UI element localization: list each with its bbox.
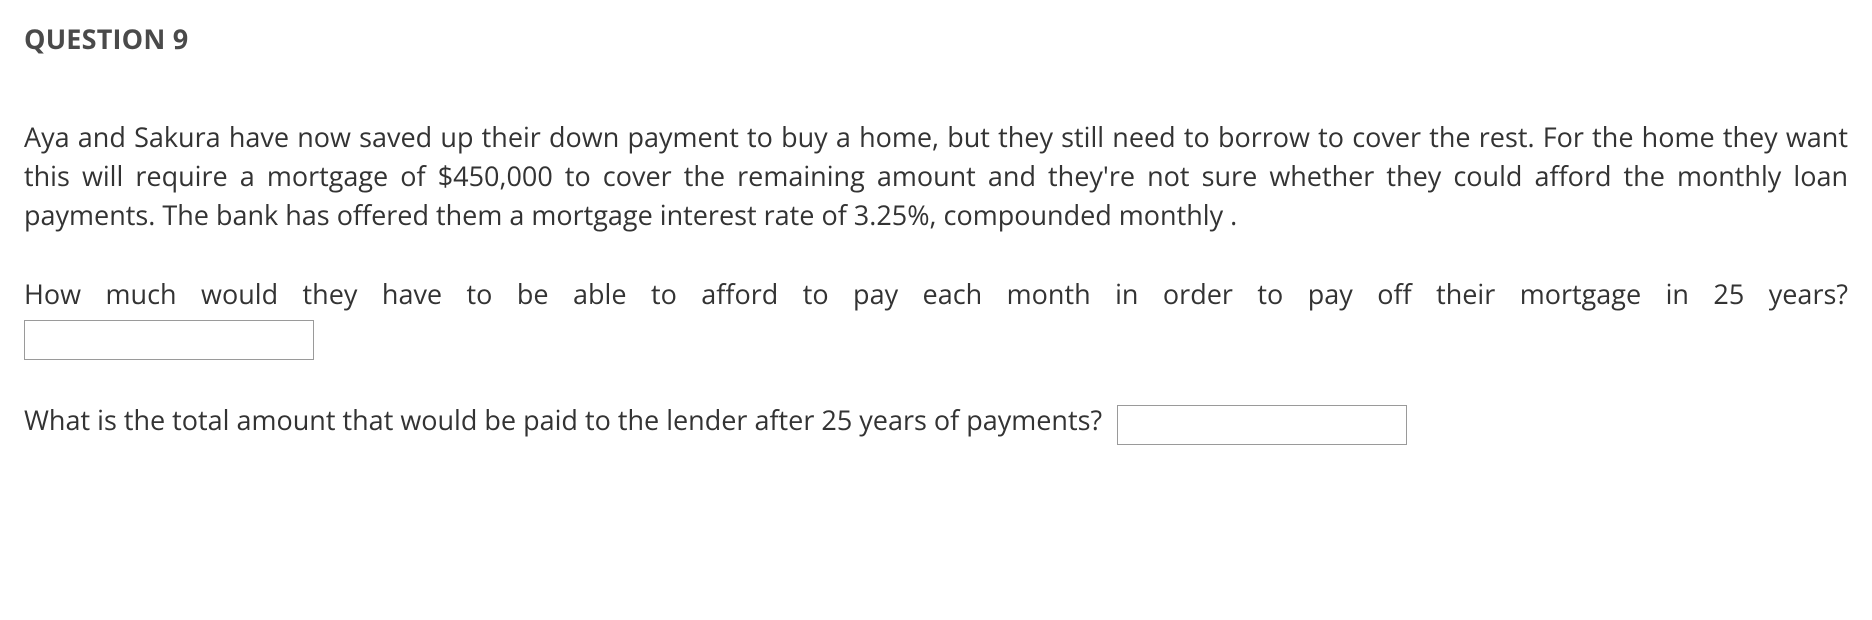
subquestion-2: What is the total amount that would be p… xyxy=(24,400,1848,443)
subquestion-2-text: What is the total amount that would be p… xyxy=(24,401,1102,438)
question-container: QUESTION 9 Aya and Sakura have now saved… xyxy=(0,0,1872,523)
question-heading: QUESTION 9 xyxy=(24,20,1848,57)
question-body: Aya and Sakura have now saved up their d… xyxy=(24,117,1848,234)
subquestion-1-text: How much would they have to be able to a… xyxy=(24,274,1848,313)
subquestion-1: How much would they have to be able to a… xyxy=(24,274,1848,359)
answer-input-1[interactable] xyxy=(24,320,314,360)
answer-input-2[interactable] xyxy=(1117,405,1407,445)
